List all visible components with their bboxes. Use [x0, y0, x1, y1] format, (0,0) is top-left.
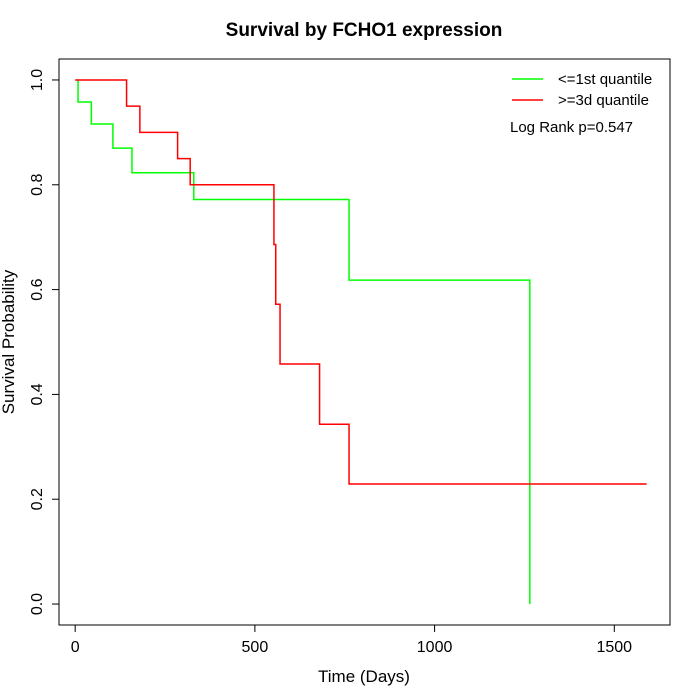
y-tick-label: 0.4 — [29, 383, 46, 405]
legend-label-1: <=1st quantile — [558, 71, 652, 88]
legend-label-2: >=3d quantile — [558, 92, 649, 109]
x-axis-label: Time (Days) — [318, 667, 410, 686]
series-line-1 — [76, 79, 531, 605]
log-rank-annotation: Log Rank p=0.547 — [510, 119, 633, 136]
y-axis-label: Survival Probability — [0, 269, 18, 414]
x-tick-label: 500 — [242, 639, 269, 656]
series-group — [75, 79, 647, 605]
plot-frame — [58, 58, 671, 626]
legend: <=1st quantile >=3d quantile — [512, 71, 652, 109]
x-tick-label: 1500 — [596, 639, 632, 656]
x-tick-label: 1000 — [417, 639, 453, 656]
x-axis: 0 500 1000 1500 — [71, 624, 632, 656]
y-tick-label: 0.8 — [29, 174, 46, 196]
y-tick-label: 0.2 — [29, 488, 46, 510]
x-tick-label: 0 — [71, 639, 80, 656]
y-axis: 0.0 0.2 0.4 0.6 0.8 1.0 — [29, 69, 60, 615]
y-tick-label: 1.0 — [29, 69, 46, 91]
series-line-2 — [75, 79, 647, 485]
y-tick-label: 0.0 — [29, 593, 46, 615]
chart-title: Survival by FCHO1 expression — [226, 20, 503, 41]
y-tick-label: 0.6 — [29, 278, 46, 300]
